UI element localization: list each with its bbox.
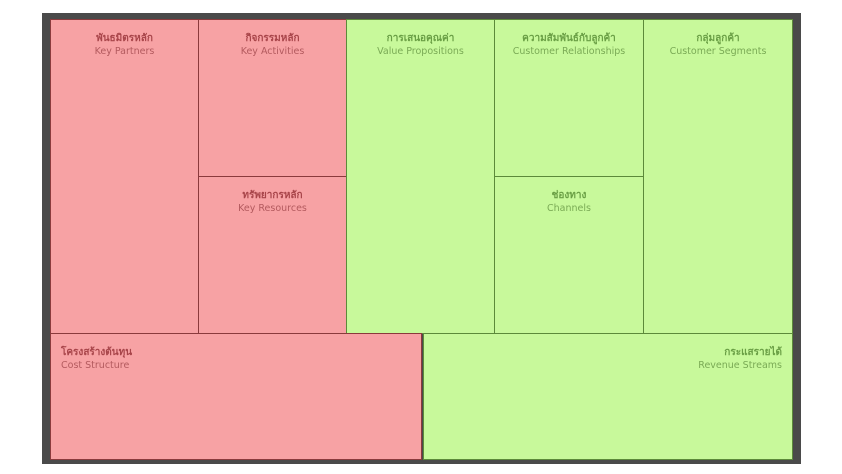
- customer-segments-title-en: Customer Segments: [669, 46, 767, 57]
- key-partners-title-en: Key Partners: [94, 46, 155, 57]
- cost-structure-title-en: Cost Structure: [61, 360, 130, 371]
- block-value-propositions[interactable]: การเสนอคุณค่า Value Propositions: [346, 19, 495, 334]
- key-activities-title-th: กิจกรรมหลัก: [245, 33, 300, 44]
- customer-relationships-title-en: Customer Relationships: [512, 46, 626, 57]
- key-activities-title-en: Key Activities: [240, 46, 305, 57]
- business-model-canvas: พันธมิตรหลัก Key Partners กิจกรรมหลัก Ke…: [42, 13, 801, 464]
- block-key-resources[interactable]: ทรัพยากรหลัก Key Resources: [198, 176, 347, 334]
- channels-title-th: ช่องทาง: [551, 190, 587, 201]
- revenue-streams-title-th: กระแสรายได้: [724, 347, 782, 358]
- key-partners-title-th: พันธมิตรหลัก: [96, 33, 153, 44]
- key-resources-title-th: ทรัพยากรหลัก: [242, 190, 303, 201]
- channels-title-en: Channels: [547, 203, 591, 214]
- block-customer-relationships[interactable]: ความสัมพันธ์กับลูกค้า Customer Relations…: [494, 19, 644, 177]
- block-key-activities[interactable]: กิจกรรมหลัก Key Activities: [198, 19, 347, 177]
- value-propositions-title-th: การเสนอคุณค่า: [386, 33, 455, 44]
- block-channels[interactable]: ช่องทาง Channels: [494, 176, 644, 334]
- value-propositions-title-en: Value Propositions: [377, 46, 464, 57]
- block-revenue-streams[interactable]: กระแสรายได้ Revenue Streams: [423, 333, 793, 460]
- customer-segments-title-th: กลุ่มลูกค้า: [696, 33, 740, 44]
- cost-structure-title-th: โครงสร้างต้นทุน: [61, 347, 133, 358]
- block-customer-segments[interactable]: กลุ่มลูกค้า Customer Segments: [643, 19, 793, 334]
- block-cost-structure[interactable]: โครงสร้างต้นทุน Cost Structure: [50, 333, 422, 460]
- revenue-streams-title-en: Revenue Streams: [698, 360, 782, 371]
- customer-relationships-title-th: ความสัมพันธ์กับลูกค้า: [522, 33, 616, 44]
- block-key-partners[interactable]: พันธมิตรหลัก Key Partners: [50, 19, 199, 334]
- key-resources-title-en: Key Resources: [238, 203, 307, 214]
